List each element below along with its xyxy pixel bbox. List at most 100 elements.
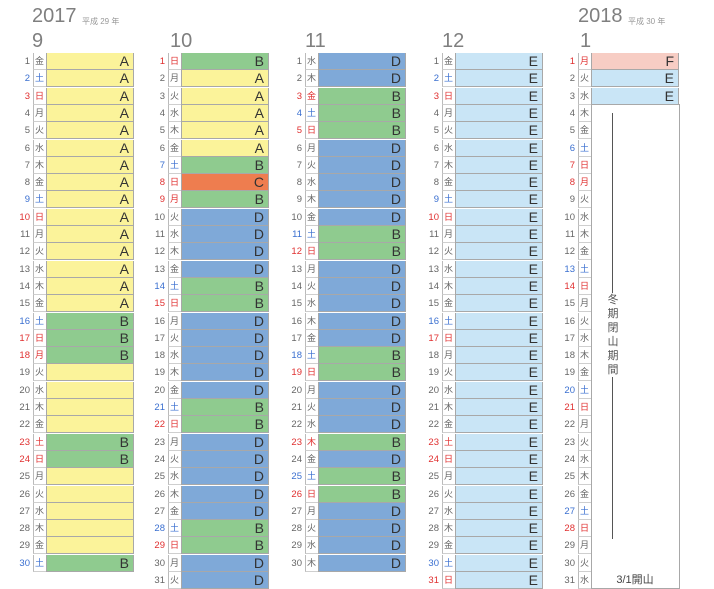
winter-closure-label: 冬期閉山期間 <box>605 293 621 377</box>
schedule-cell: B <box>46 347 134 365</box>
weekday-label: 土 <box>442 554 456 572</box>
weekday-label: 日 <box>168 174 182 192</box>
day-number: 20 <box>291 384 302 396</box>
category-letter: B <box>254 520 264 537</box>
weekday-label: 火 <box>305 520 319 538</box>
schedule-cell: B <box>181 416 269 434</box>
schedule-cell: D <box>318 502 406 520</box>
day-row: 23 月 D <box>137 433 269 451</box>
day-number: 13 <box>291 263 302 275</box>
day-row: 26 火 <box>2 485 134 503</box>
category-letter: E <box>528 554 538 571</box>
weekday-label: 日 <box>578 156 592 174</box>
day-number: 14 <box>19 280 30 292</box>
category-letter: E <box>528 277 538 294</box>
weekday-label: 火 <box>168 329 182 347</box>
day-number: 16 <box>291 315 302 327</box>
schedule-cell: D <box>318 53 406 70</box>
day-number: 20 <box>154 384 165 396</box>
day-number: 31 <box>428 575 439 586</box>
weekday-label: 水 <box>305 53 319 70</box>
category-letter: B <box>391 364 401 381</box>
day-number: 1 <box>433 56 439 67</box>
weekday-label: 土 <box>442 70 456 88</box>
weekday-label: 水 <box>168 468 182 486</box>
category-letter: B <box>119 312 129 329</box>
schedule-cell: D <box>181 243 269 261</box>
day-row: 24 火 D <box>137 450 269 468</box>
category-letter: B <box>391 243 401 260</box>
day-number: 26 <box>291 488 302 500</box>
day-row: 10 日 E <box>411 208 543 226</box>
schedule-cell: D <box>181 485 269 503</box>
weekday-label: 月 <box>33 104 47 122</box>
day-row: 29 金 E <box>411 537 543 555</box>
day-row: 19 火 <box>2 364 134 382</box>
day-number: 28 <box>291 523 302 535</box>
weekday-label: 水 <box>442 502 456 520</box>
schedule-cell: A <box>181 70 269 88</box>
schedule-cell <box>46 364 134 382</box>
schedule-cell: E <box>455 122 543 140</box>
schedule-cell: E <box>455 243 543 261</box>
day-number: 27 <box>19 505 30 517</box>
schedule-cell: E <box>455 295 543 313</box>
day-number: 21 <box>428 402 439 413</box>
weekday-label: 木 <box>578 226 592 243</box>
schedule-cell: D <box>318 139 406 157</box>
schedule-cell: E <box>591 87 679 105</box>
day-number: 17 <box>291 332 302 344</box>
schedule-cell: F <box>591 53 679 70</box>
day-number: 1 <box>24 56 30 67</box>
schedule-cell: D <box>181 208 269 226</box>
schedule-cell: A <box>46 156 134 174</box>
category-letter: E <box>528 156 538 173</box>
weekday-label: 土 <box>578 139 592 157</box>
day-row: 23 火 <box>547 433 679 451</box>
day-number: 8 <box>569 177 575 189</box>
day-row: 20 土 <box>547 381 679 399</box>
day-row: 22 月 <box>547 416 679 434</box>
category-letter: D <box>253 468 264 485</box>
schedule-cell: A <box>46 260 134 278</box>
schedule-cell: D <box>181 468 269 486</box>
day-row: 22 日 B <box>137 416 269 434</box>
weekday-label: 木 <box>33 399 47 416</box>
schedule-cell: B <box>46 329 134 347</box>
category-letter: D <box>390 520 401 537</box>
day-number: 25 <box>428 471 439 483</box>
day-number: 20 <box>19 384 30 396</box>
category-letter: E <box>528 104 538 121</box>
weekday-label: 金 <box>442 53 456 70</box>
weekday-label: 日 <box>305 243 319 261</box>
era-label: 平成 30 年 <box>628 17 666 26</box>
weekday-label: 土 <box>168 277 182 295</box>
day-number: 4 <box>296 107 302 119</box>
category-letter: E <box>528 520 538 537</box>
day-row: 28 木 E <box>411 520 543 538</box>
day-number: 29 <box>154 540 165 552</box>
category-letter: B <box>391 226 401 242</box>
day-number: 15 <box>19 298 30 310</box>
day-row: 25 木 <box>547 468 679 486</box>
weekday-label: 日 <box>305 364 319 382</box>
category-letter: B <box>254 191 264 208</box>
weekday-label: 水 <box>305 174 319 192</box>
day-number: 31 <box>154 575 165 586</box>
day-row: 14 日 <box>547 277 679 295</box>
day-row: 14 木 A <box>2 277 134 295</box>
weekday-label: 水 <box>442 139 456 157</box>
schedule-cell: E <box>455 520 543 538</box>
weekday-label: 火 <box>305 399 319 416</box>
day-number: 9 <box>296 194 302 206</box>
weekday-label: 月 <box>578 416 592 434</box>
category-letter: E <box>528 381 538 398</box>
day-row: 18 月 B <box>2 347 134 365</box>
schedule-cell: A <box>46 104 134 122</box>
weekday-label: 日 <box>168 295 182 313</box>
category-letter: D <box>390 156 401 173</box>
